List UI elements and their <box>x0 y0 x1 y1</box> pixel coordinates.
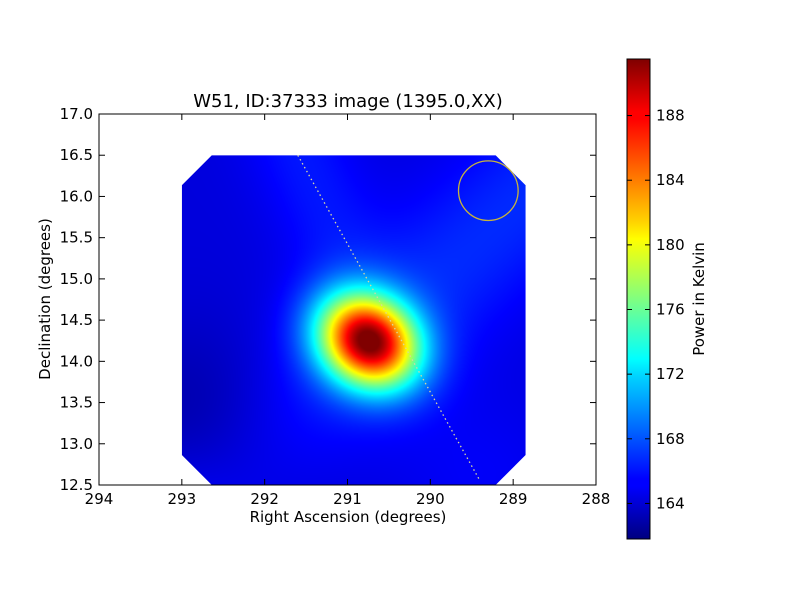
colorbar-gradient <box>626 58 651 540</box>
chart-title: W51, ID:37333 image (1395.0,XX) <box>193 91 503 112</box>
y-tick-label: 17.0 <box>60 105 93 123</box>
y-tick-label: 13.5 <box>60 394 93 412</box>
x-tick-label: 290 <box>416 490 445 508</box>
x-tick-label: 289 <box>499 490 528 508</box>
heatmap-image <box>181 155 526 485</box>
x-tick-label: 293 <box>168 490 197 508</box>
dotted-line <box>297 154 481 482</box>
y-tick-label: 15.0 <box>60 270 93 288</box>
x-axis-label: Right Ascension (degrees) <box>250 508 447 526</box>
colorbar-tick-label: 164 <box>656 494 685 512</box>
colorbar-ticks: 164 168 172 176 180 184 188 <box>627 107 685 512</box>
beam-circle <box>457 160 519 222</box>
y-tick-label: 16.5 <box>60 146 93 164</box>
y-axis-ticks: 12.5 13.0 13.5 14.0 14.5 15.0 15.5 16.0 16.5 17.0 <box>60 105 596 494</box>
y-axis-label: Declination (degrees) <box>36 218 54 380</box>
colorbar: 164 168 172 176 180 184 188 Power in Kelvin <box>626 58 708 540</box>
colorbar-tick-label: 168 <box>656 430 685 448</box>
y-tick-label: 12.5 <box>60 476 93 494</box>
colorbar-tick-label: 176 <box>656 301 685 319</box>
x-axis-ticks: 294 293 292 291 290 289 288 <box>85 114 611 508</box>
colorbar-tick-label: 184 <box>656 171 685 189</box>
colorbar-tick-label: 172 <box>656 365 685 383</box>
plot-area: 294 293 292 291 290 289 288 12.5 13.0 13.5 14.0 14… <box>60 105 611 508</box>
colorbar-tick-label: 188 <box>656 107 685 125</box>
colorbar-label: Power in Kelvin <box>690 242 708 356</box>
y-tick-label: 15.5 <box>60 229 93 247</box>
x-tick-label: 294 <box>85 490 114 508</box>
x-tick-label: 292 <box>250 490 279 508</box>
x-tick-label: 288 <box>582 490 611 508</box>
colorbar-tick-label: 180 <box>656 236 685 254</box>
y-tick-label: 13.0 <box>60 435 93 453</box>
y-tick-label: 14.0 <box>60 352 93 370</box>
y-tick-label: 16.0 <box>60 187 93 205</box>
y-tick-label: 14.5 <box>60 311 93 329</box>
x-tick-label: 291 <box>333 490 362 508</box>
